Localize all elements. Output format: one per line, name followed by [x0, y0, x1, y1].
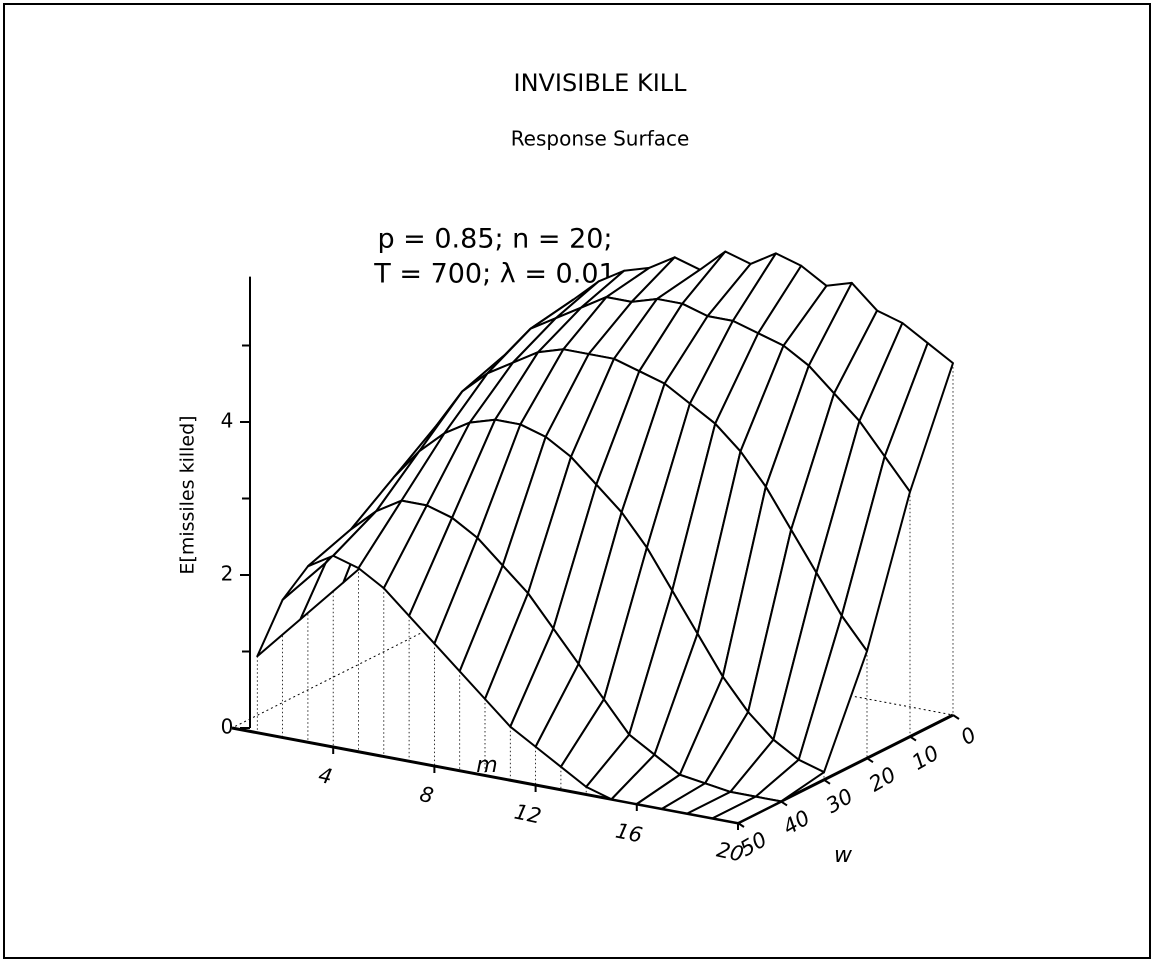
annotation: T = 700; λ = 0.01 — [373, 259, 615, 290]
w-tick — [737, 822, 745, 828]
y-axis-label: w — [834, 843, 853, 868]
m-tick-label: 20 — [715, 838, 746, 867]
back-floor-line — [231, 619, 448, 729]
frame — [3, 3, 1151, 959]
chart-subtitle: Response Surface — [511, 127, 690, 151]
w-tick-label: 10 — [908, 741, 943, 775]
z-tick-label: 0 — [221, 715, 234, 739]
z-tick-label: 4 — [221, 409, 234, 433]
w-tick — [823, 778, 831, 785]
chart-title: INVISIBLE KILL — [513, 69, 687, 97]
w-tick — [952, 714, 960, 720]
w-tick-label: 20 — [865, 762, 900, 796]
m-tick-label: 8 — [418, 782, 436, 808]
w-tick-label: 40 — [779, 805, 814, 839]
surface-cell — [711, 795, 782, 824]
m-tick-label: 12 — [512, 800, 543, 829]
w-tick — [909, 735, 917, 742]
x-axis-label: m — [476, 753, 497, 778]
z-tick-label: 2 — [221, 562, 234, 586]
z-axis-label: E[missiles killed] — [177, 415, 199, 574]
annotation: p = 0.85; n = 20; — [377, 224, 612, 255]
w-tick-label: 0 — [957, 722, 981, 749]
w-tick — [780, 800, 788, 807]
w-tick — [866, 757, 874, 764]
m-tick-label: 4 — [316, 763, 334, 789]
m-tick-label: 16 — [613, 819, 644, 848]
w-tick-label: 30 — [822, 784, 857, 818]
surface-cell — [256, 561, 327, 658]
